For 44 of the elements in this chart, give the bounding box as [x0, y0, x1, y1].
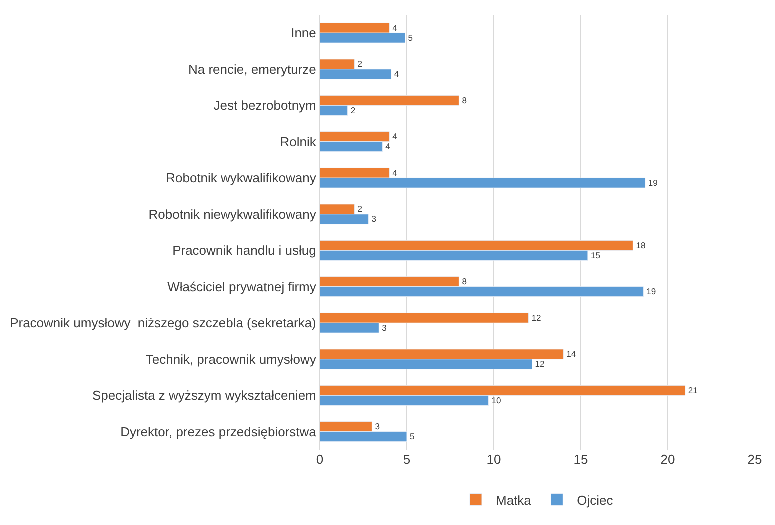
y-tick-label: Inne: [291, 26, 316, 41]
y-tick-label: Na rencie, emeryturze: [188, 62, 316, 77]
data-label: 21: [688, 385, 698, 396]
y-tick-label: Pracownik handlu i usług: [172, 243, 316, 258]
data-label: 15: [590, 250, 601, 260]
data-label: 8: [462, 276, 468, 287]
data-label: 4: [386, 142, 391, 152]
data-label: 2: [350, 105, 356, 116]
y-tick-label: Rolnik: [280, 134, 317, 150]
y-tick-label: Technik, pracownik umysłowy: [146, 352, 317, 367]
data-label: 5: [408, 32, 414, 43]
x-tick-label: 10: [486, 452, 502, 467]
y-tick-label: Robotnik niewykwalifikowany: [148, 206, 317, 222]
legend-label: Matka: [496, 492, 532, 508]
data-label: 4: [392, 132, 398, 142]
legend-label: Ojciec: [577, 492, 614, 508]
data-label: 12: [532, 312, 542, 323]
y-tick-label: Dyrektor, prezes przedsiębiorstwa: [120, 424, 318, 440]
data-label: 12: [535, 359, 546, 370]
x-tick-label: 20: [660, 452, 676, 467]
data-label: 5: [410, 432, 416, 442]
x-tick-label: 0: [316, 452, 324, 467]
data-label: 18: [636, 240, 646, 250]
data-label: 2: [358, 59, 363, 70]
data-label: 3: [375, 422, 380, 432]
data-label: 19: [646, 286, 656, 297]
data-label: 8: [462, 95, 468, 106]
y-tick-label: Właściciel prywatnej firmy: [168, 279, 317, 294]
data-label: 10: [492, 395, 502, 406]
data-label: 2: [358, 204, 363, 214]
x-tick-label: 25: [748, 452, 762, 467]
data-label: 19: [648, 178, 658, 188]
x-tick-label: 5: [403, 452, 411, 467]
y-tick-label: Specjalista z wyższym wykształceniem: [92, 388, 316, 404]
data-label: 14: [566, 349, 576, 360]
x-tick-label: 15: [574, 452, 588, 467]
data-label: 4: [392, 22, 398, 33]
y-tick-label: Robotnik wykwalifikowany: [166, 170, 317, 186]
data-label: 3: [372, 214, 377, 224]
y-tick-label: Pracownik umysłowy niższego szczebla (sekretarka): [10, 316, 316, 331]
data-label: 4: [392, 168, 398, 178]
data-label: 4: [394, 69, 400, 80]
y-tick-label: Jest bezrobotnym: [214, 98, 316, 114]
data-label: 3: [382, 322, 388, 333]
